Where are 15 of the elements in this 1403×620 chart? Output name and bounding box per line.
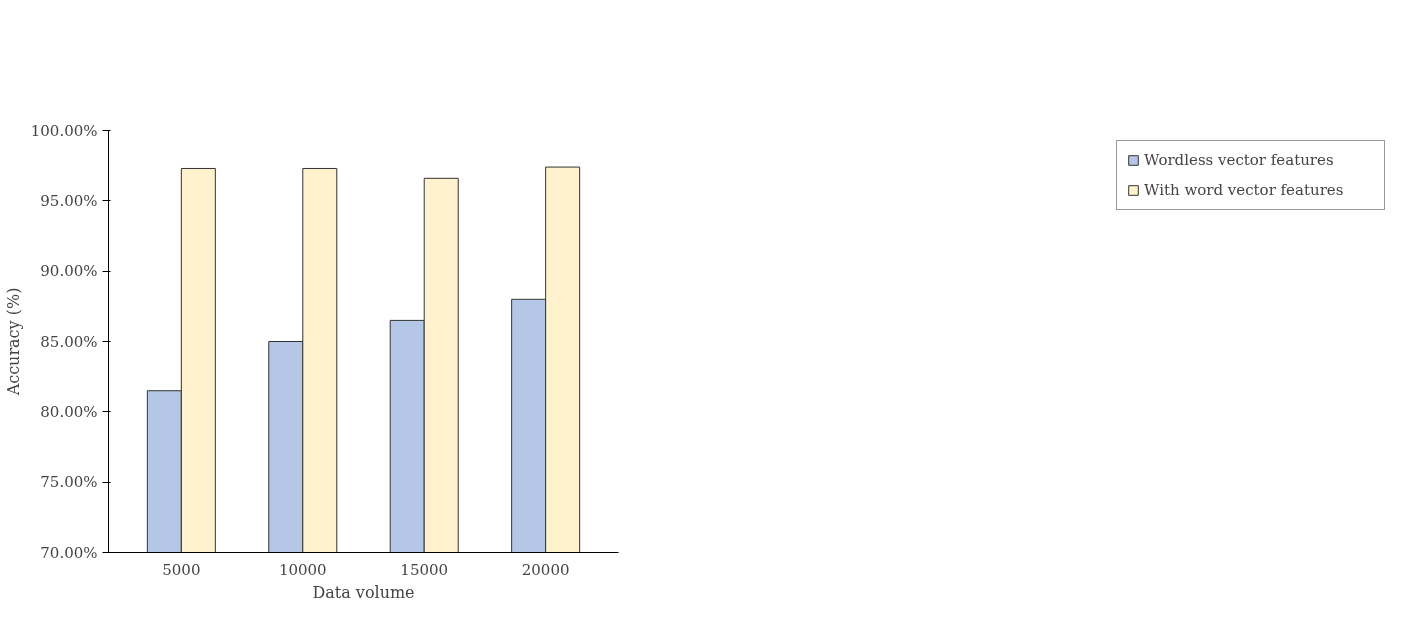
x-tick-label: 10000 bbox=[278, 560, 327, 579]
x-axis-title: Data volume bbox=[312, 582, 415, 602]
legend-label: Wordless vector features bbox=[1144, 151, 1335, 169]
y-tick-label: 80.00% bbox=[40, 402, 98, 421]
y-tick-label: 85.00% bbox=[40, 332, 98, 351]
y-tick-label: 90.00% bbox=[40, 262, 98, 281]
x-tick-label: 20000 bbox=[521, 560, 570, 579]
legend-label: With word vector features bbox=[1144, 181, 1345, 199]
x-tick-label: 5000 bbox=[162, 560, 201, 579]
y-axis-title: Accuracy (%) bbox=[3, 287, 23, 397]
y-tick-label: 70.00% bbox=[40, 543, 98, 562]
x-tick-label: 15000 bbox=[400, 560, 449, 579]
y-tick-label: 100.00% bbox=[30, 121, 98, 140]
y-tick-label: 75.00% bbox=[40, 473, 98, 492]
y-tick-label: 95.00% bbox=[40, 191, 98, 210]
